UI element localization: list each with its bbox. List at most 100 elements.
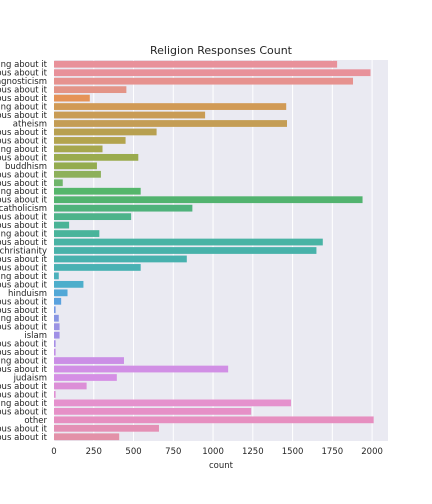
y-tick-label: atheism xyxy=(13,120,47,130)
y-tick-label: catholicism but not too serious about it xyxy=(0,196,48,206)
y-tick-label: catholicism xyxy=(0,204,47,214)
x-tick-label: 250 xyxy=(86,447,102,457)
y-tick-label: catholicism and somewhat serious about i… xyxy=(0,213,48,223)
y-tick-label: agnosticism but not too serious about it xyxy=(0,69,48,79)
bar xyxy=(54,103,287,110)
bar xyxy=(54,145,103,153)
bar xyxy=(54,187,141,195)
x-tick-label: 1500 xyxy=(282,447,304,457)
bar xyxy=(54,272,59,280)
y-tick-label: hinduism and very serious about it xyxy=(0,306,48,316)
y-tick-label: christianity and very serious about it xyxy=(0,263,48,273)
bar xyxy=(54,280,84,288)
y-tick-label: hinduism and laughing about it xyxy=(0,272,48,282)
y-tick-label: atheism and somewhat serious about it xyxy=(0,128,48,138)
bar xyxy=(54,365,229,373)
x-tick-label: 1750 xyxy=(322,447,344,457)
bar xyxy=(54,255,187,263)
y-tick-label: atheism and very serious about it xyxy=(0,136,48,146)
y-tick-label: judaism and laughing about it xyxy=(0,357,48,367)
bar xyxy=(54,331,60,339)
bar xyxy=(54,213,132,221)
bar xyxy=(54,348,56,356)
y-tick-label: catholicism and very serious about it xyxy=(0,221,48,231)
bar xyxy=(54,416,374,424)
y-tick-label: agnosticism xyxy=(0,77,47,87)
bar xyxy=(54,306,56,314)
x-tick-label: 1000 xyxy=(202,447,224,457)
bar xyxy=(54,69,371,77)
bar xyxy=(54,289,68,297)
x-axis-label: count xyxy=(209,461,234,471)
bar xyxy=(54,86,127,94)
bar xyxy=(54,264,141,271)
y-tick-label: buddhism xyxy=(5,162,47,172)
y-tick-label: hinduism but not too serious about it xyxy=(0,280,48,290)
bar xyxy=(54,391,56,398)
y-tick-label: other and very serious about it xyxy=(0,433,48,443)
chart-title: Religion Responses Count xyxy=(150,44,293,57)
bar xyxy=(54,297,62,305)
y-tick-label: other but not too serious about it xyxy=(0,407,48,417)
bar xyxy=(54,77,354,85)
bar xyxy=(54,120,288,127)
y-tick-label: islam and somewhat serious about it xyxy=(0,340,48,350)
y-tick-label: hinduism and somewhat serious about it xyxy=(0,297,48,307)
x-tick-label: 1250 xyxy=(242,447,264,457)
y-tick-label: judaism but not too serious about it xyxy=(0,365,48,375)
y-tick-label: agnosticism and laughing about it xyxy=(0,60,48,70)
bar xyxy=(54,314,59,322)
bar xyxy=(54,238,323,246)
y-tick-label: judaism xyxy=(13,374,47,384)
bar xyxy=(54,179,63,187)
bar xyxy=(54,340,56,348)
y-tick-label: judaism and very serious about it xyxy=(0,390,48,400)
bar xyxy=(54,153,139,161)
y-tick-label: christianity xyxy=(0,247,47,257)
bar xyxy=(54,94,90,102)
bar xyxy=(54,433,120,441)
x-tick-label: 2000 xyxy=(361,447,383,457)
y-tick-label: other xyxy=(24,416,47,426)
bar xyxy=(54,374,117,381)
x-tick-label: 500 xyxy=(125,447,141,457)
bar xyxy=(54,128,157,136)
bar xyxy=(54,60,338,68)
bar xyxy=(54,221,70,229)
y-tick-label: buddhism and somewhat serious about it xyxy=(0,170,48,180)
y-tick-label: other and somewhat serious about it xyxy=(0,424,48,434)
bar xyxy=(54,357,124,364)
y-tick-label: christianity and laughing about it xyxy=(0,230,48,240)
y-tick-label: islam and very serious about it xyxy=(0,348,48,358)
bar xyxy=(54,111,206,119)
y-tick-label: buddhism and very serious about it xyxy=(0,179,48,189)
bar xyxy=(54,137,126,144)
bar xyxy=(54,382,87,390)
bar xyxy=(54,247,317,254)
bar xyxy=(54,399,291,407)
plot-area: 0 250 500 750 1000 1250 1500 1750 2000 agnosticis… xyxy=(0,60,388,457)
y-tick-label: atheism and laughing about it xyxy=(0,103,48,113)
bar xyxy=(54,424,159,432)
y-tick-label: other and laughing about it xyxy=(0,399,48,409)
y-tick-label: hinduism xyxy=(8,289,47,299)
bar xyxy=(54,196,363,204)
y-tick-label: judaism and somewhat serious about it xyxy=(0,382,48,392)
y-tick-label: buddhism but not too serious about it xyxy=(0,153,48,163)
x-tick-label: 0 xyxy=(51,447,56,457)
y-tick-label: agnosticism and very serious about it xyxy=(0,94,48,104)
y-tick-label: agnosticism and somewhat serious about i… xyxy=(0,86,48,96)
y-tick-label: christianity and somewhat serious about … xyxy=(0,255,48,265)
bar xyxy=(54,407,252,415)
bar xyxy=(54,170,101,178)
bar xyxy=(54,323,60,331)
y-tick-label: buddhism and laughing about it xyxy=(0,145,48,155)
bar xyxy=(54,204,193,212)
y-tick-label: islam and laughing about it xyxy=(0,314,48,324)
y-tick-label: christianity but not too serious about i… xyxy=(0,238,48,248)
y-tick-label: islam xyxy=(24,331,47,341)
x-tick-label: 750 xyxy=(165,447,181,457)
bar xyxy=(54,230,100,237)
bar xyxy=(54,162,97,170)
